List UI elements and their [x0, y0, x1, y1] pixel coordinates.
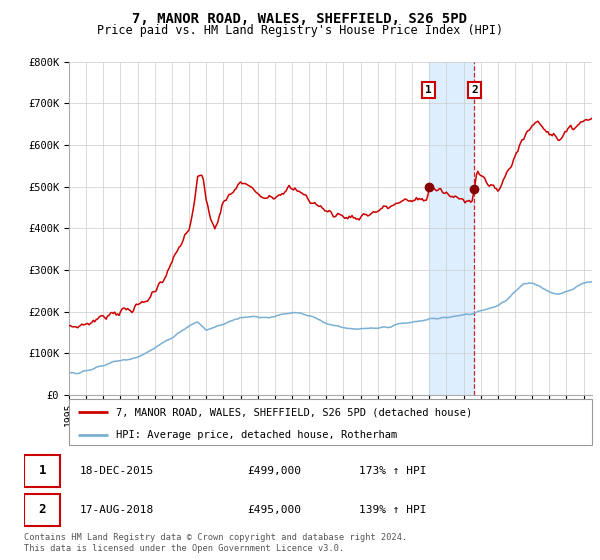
Text: £499,000: £499,000	[247, 466, 301, 475]
Text: Price paid vs. HM Land Registry's House Price Index (HPI): Price paid vs. HM Land Registry's House …	[97, 24, 503, 37]
Text: HPI: Average price, detached house, Rotherham: HPI: Average price, detached house, Roth…	[116, 430, 397, 440]
Text: 1: 1	[38, 464, 46, 477]
FancyBboxPatch shape	[24, 494, 60, 526]
Text: 173% ↑ HPI: 173% ↑ HPI	[359, 466, 426, 475]
Text: 7, MANOR ROAD, WALES, SHEFFIELD, S26 5PD: 7, MANOR ROAD, WALES, SHEFFIELD, S26 5PD	[133, 12, 467, 26]
Text: Contains HM Land Registry data © Crown copyright and database right 2024.
This d: Contains HM Land Registry data © Crown c…	[24, 533, 407, 553]
Text: 2: 2	[471, 85, 478, 95]
Text: 2: 2	[38, 503, 46, 516]
Text: 139% ↑ HPI: 139% ↑ HPI	[359, 505, 426, 515]
Text: 18-DEC-2015: 18-DEC-2015	[80, 466, 154, 475]
Bar	[428, 62, 475, 395]
Text: 7, MANOR ROAD, WALES, SHEFFIELD, S26 5PD (detached house): 7, MANOR ROAD, WALES, SHEFFIELD, S26 5PD…	[116, 407, 472, 417]
FancyBboxPatch shape	[24, 455, 60, 487]
Text: 1: 1	[425, 85, 432, 95]
Text: £495,000: £495,000	[247, 505, 301, 515]
FancyBboxPatch shape	[69, 399, 592, 445]
Text: 17-AUG-2018: 17-AUG-2018	[80, 505, 154, 515]
